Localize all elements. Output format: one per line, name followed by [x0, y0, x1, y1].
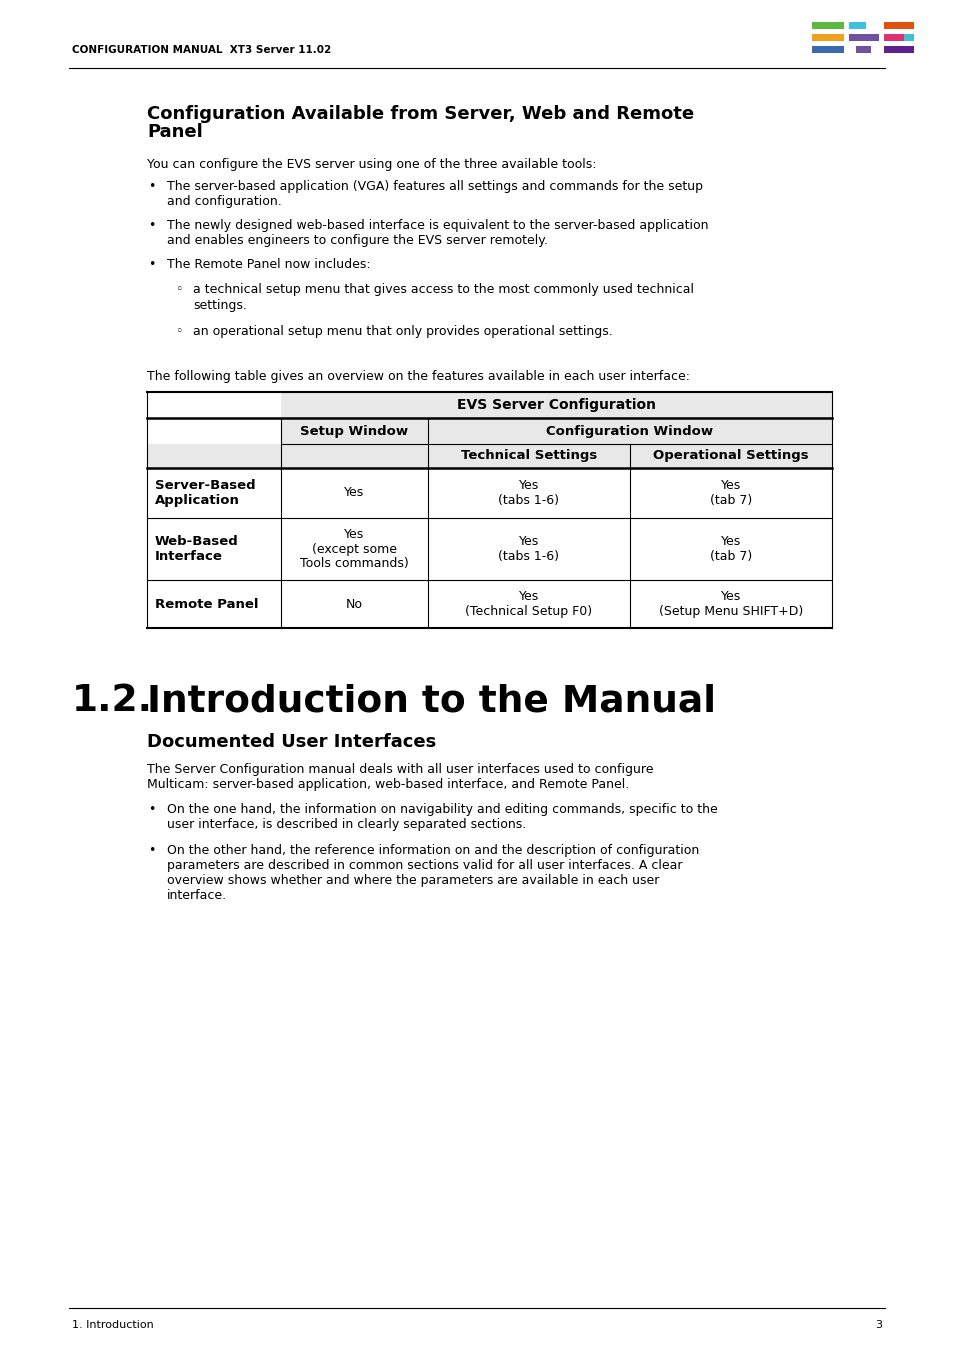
- Bar: [855, 46, 870, 53]
- Text: 1. Introduction: 1. Introduction: [71, 1320, 153, 1330]
- Text: CONFIGURATION MANUAL  XT3 Server 11.02: CONFIGURATION MANUAL XT3 Server 11.02: [71, 45, 331, 55]
- Text: Setup Window: Setup Window: [300, 424, 408, 437]
- Bar: [147, 444, 280, 468]
- Text: Yes
(tab 7): Yes (tab 7): [709, 479, 751, 508]
- Bar: [903, 34, 913, 40]
- Bar: [811, 34, 843, 40]
- Text: Configuration Window: Configuration Window: [546, 424, 713, 437]
- Text: Server-Based
Application: Server-Based Application: [154, 479, 255, 508]
- Text: Technical Settings: Technical Settings: [460, 450, 597, 463]
- Text: Yes
(Technical Setup F0): Yes (Technical Setup F0): [465, 590, 592, 618]
- Bar: [883, 22, 913, 28]
- Bar: [883, 34, 903, 40]
- Text: an operational setup menu that only provides operational settings.: an operational setup menu that only prov…: [193, 324, 612, 338]
- Text: The Remote Panel now includes:: The Remote Panel now includes:: [167, 258, 370, 271]
- Bar: [280, 444, 427, 468]
- Text: On the one hand, the information on navigability and editing commands, specific : On the one hand, the information on navi…: [167, 803, 717, 832]
- Bar: [848, 34, 878, 40]
- Text: a technical setup menu that gives access to the most commonly used technical
set: a technical setup menu that gives access…: [193, 284, 693, 312]
- Text: 1.2.: 1.2.: [71, 683, 152, 720]
- Text: No: No: [345, 598, 362, 610]
- Text: Documented User Interfaces: Documented User Interfaces: [147, 733, 436, 751]
- Text: Panel: Panel: [147, 123, 203, 140]
- Text: Yes: Yes: [344, 486, 364, 500]
- Text: Operational Settings: Operational Settings: [653, 450, 808, 463]
- Text: •: •: [148, 844, 155, 857]
- Text: •: •: [148, 803, 155, 815]
- Bar: [280, 392, 831, 418]
- Bar: [427, 444, 629, 468]
- Text: Web-Based
Interface: Web-Based Interface: [154, 535, 238, 563]
- Text: Yes
(tabs 1-6): Yes (tabs 1-6): [497, 535, 558, 563]
- Text: ◦: ◦: [174, 324, 182, 338]
- Text: Introduction to the Manual: Introduction to the Manual: [147, 683, 716, 720]
- Text: ◦: ◦: [174, 284, 182, 297]
- Text: The Server Configuration manual deals with all user interfaces used to configure: The Server Configuration manual deals wi…: [147, 763, 653, 791]
- Text: The newly designed web-based interface is equivalent to the server-based applica: The newly designed web-based interface i…: [167, 219, 708, 247]
- Text: Yes
(tabs 1-6): Yes (tabs 1-6): [497, 479, 558, 508]
- Bar: [427, 418, 831, 444]
- Bar: [811, 46, 843, 53]
- Text: •: •: [148, 219, 155, 232]
- Text: Yes
(except some
Tools commands): Yes (except some Tools commands): [299, 528, 408, 571]
- Bar: [629, 444, 831, 468]
- Bar: [811, 22, 843, 28]
- Text: Yes
(tab 7): Yes (tab 7): [709, 535, 751, 563]
- Text: 3: 3: [874, 1320, 882, 1330]
- Bar: [883, 46, 913, 53]
- Text: The server-based application (VGA) features all settings and commands for the se: The server-based application (VGA) featu…: [167, 180, 702, 208]
- Text: •: •: [148, 258, 155, 271]
- Text: On the other hand, the reference information on and the description of configura: On the other hand, the reference informa…: [167, 844, 699, 902]
- Text: Configuration Available from Server, Web and Remote: Configuration Available from Server, Web…: [147, 105, 694, 123]
- Text: Remote Panel: Remote Panel: [154, 598, 258, 610]
- Text: You can configure the EVS server using one of the three available tools:: You can configure the EVS server using o…: [147, 158, 596, 171]
- Text: EVS Server Configuration: EVS Server Configuration: [456, 398, 655, 412]
- Bar: [280, 418, 427, 444]
- Text: The following table gives an overview on the features available in each user int: The following table gives an overview on…: [147, 370, 689, 383]
- Bar: [848, 22, 865, 28]
- Text: •: •: [148, 180, 155, 193]
- Text: Yes
(Setup Menu SHIFT+D): Yes (Setup Menu SHIFT+D): [659, 590, 802, 618]
